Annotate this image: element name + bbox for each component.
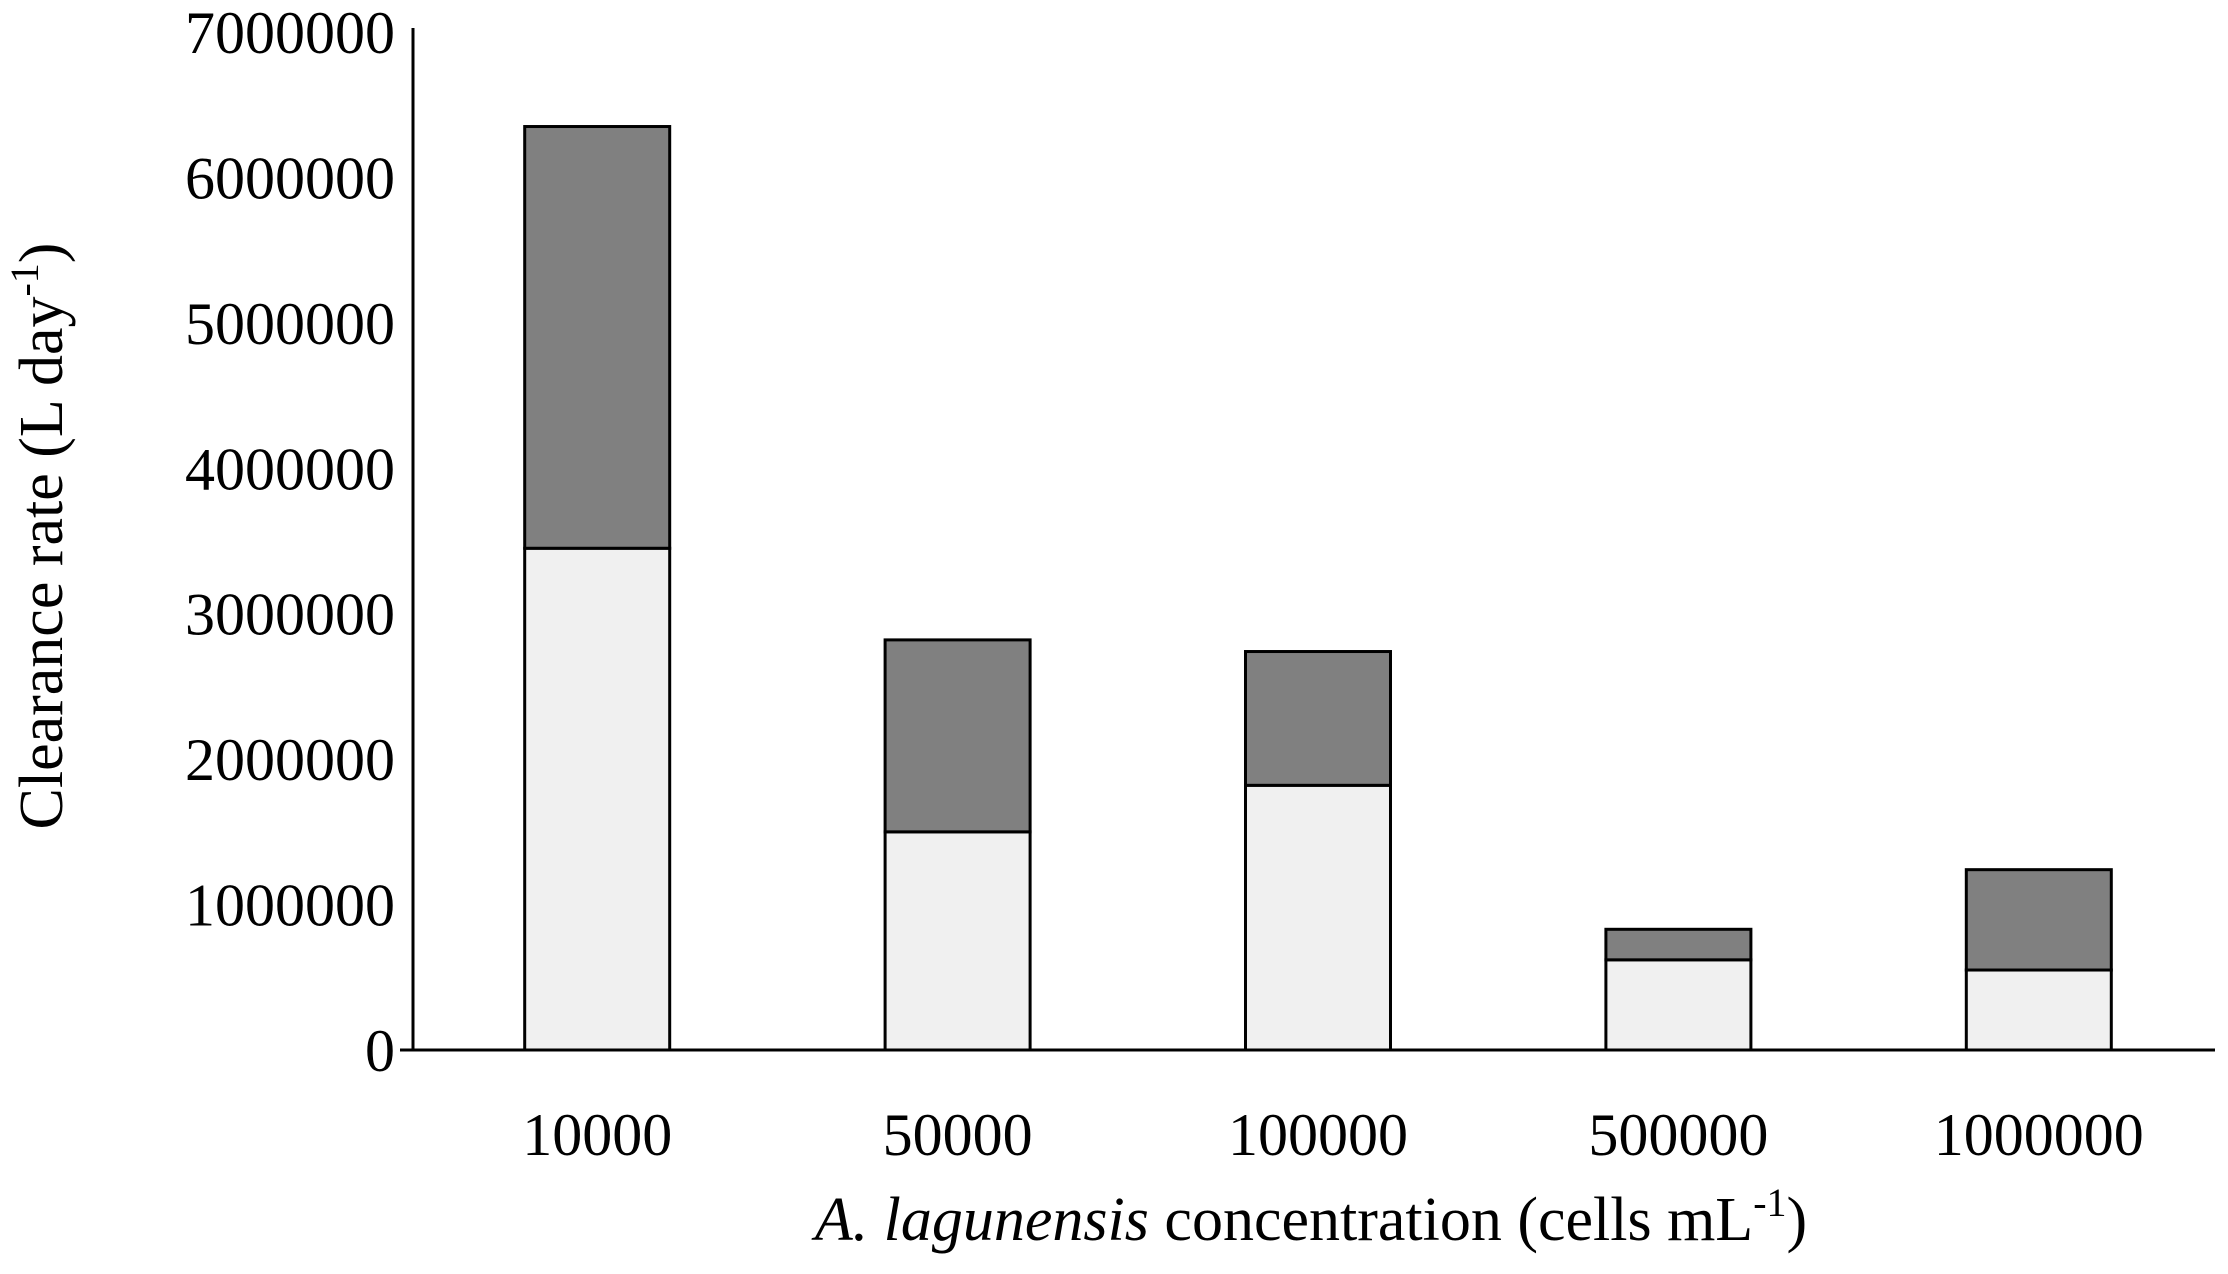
bar-segment-lower: [1244, 783, 1392, 1052]
y-tick-label: 5000000: [185, 291, 395, 357]
y-tick-label: 7000000: [185, 0, 395, 66]
x-axis-title: A. lagunensis concentration (cells mL-1): [811, 1180, 1807, 1254]
y-tick-labels: 0 1000000 2000000 3000000 4000000 5000000 6000…: [185, 0, 395, 1084]
bar-segment-lower: [523, 546, 672, 1052]
bar-segment-lower: [1964, 968, 2113, 1052]
y-tick-label: 2000000: [185, 727, 395, 793]
bars: [523, 125, 2113, 1052]
bar-segment-upper: [523, 125, 672, 550]
bar-segment-lower: [883, 830, 1032, 1052]
y-tick-label: 0: [365, 1018, 395, 1084]
y-tick-label: 6000000: [185, 145, 395, 211]
bar-segment-upper: [883, 638, 1032, 834]
y-tick-label: 3000000: [185, 582, 395, 648]
x-tick-label: 10000: [522, 1102, 672, 1168]
bar-segment-upper: [1244, 650, 1392, 787]
bar-segment-upper: [1964, 868, 2113, 972]
y-tick-label: 4000000: [185, 436, 395, 502]
y-axis-title: Clearance rate (L day-1): [2, 243, 76, 830]
x-tick-label: 500000: [1588, 1102, 1768, 1168]
x-tick-labels: 10000 50000 100000 500000 1000000: [522, 1102, 2144, 1168]
bar-segment-lower: [1604, 958, 1753, 1052]
x-tick-label: 100000: [1228, 1102, 1408, 1168]
x-tick-label: 1000000: [1934, 1102, 2144, 1168]
bar-segment-upper: [1604, 927, 1753, 962]
y-tick-label: 1000000: [185, 873, 395, 939]
x-tick-label: 50000: [883, 1102, 1033, 1168]
